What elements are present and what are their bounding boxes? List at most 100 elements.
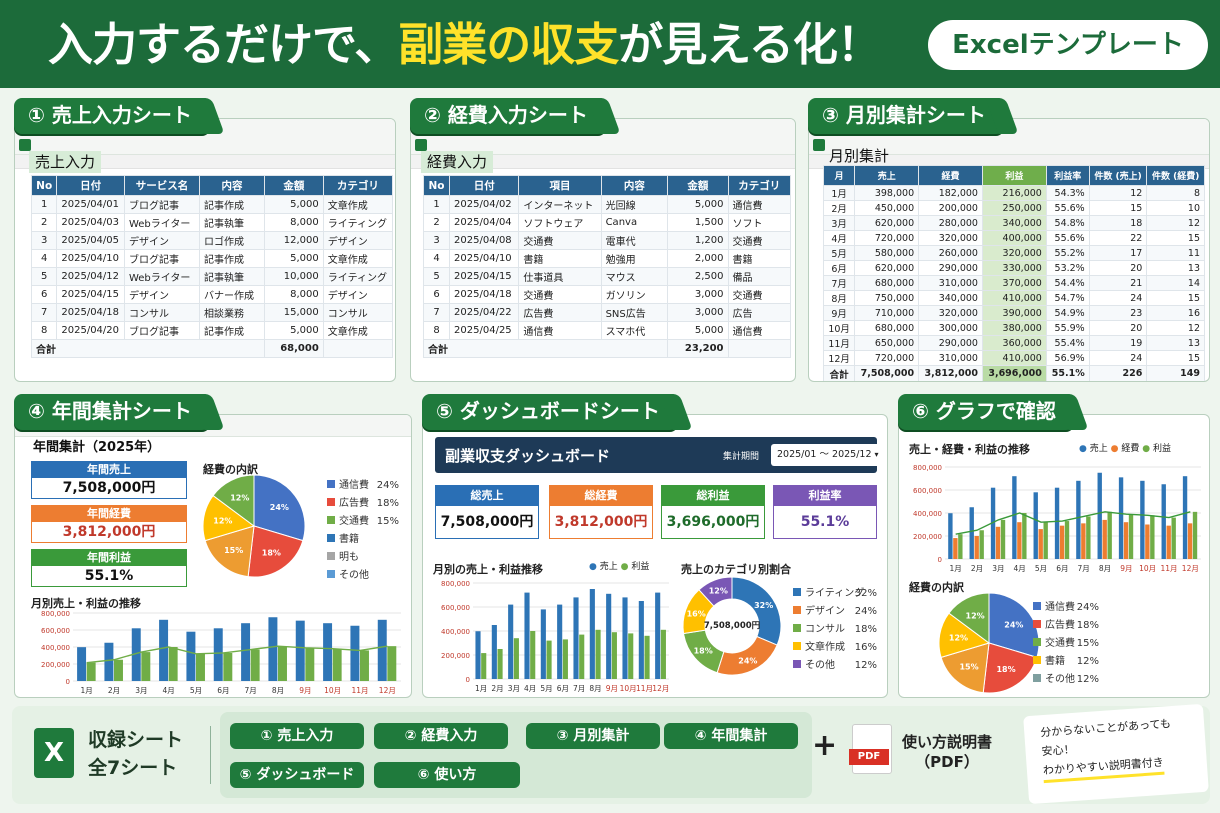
table-cell[interactable]: 交通費 (727, 285, 792, 304)
table-cell[interactable]: 310,000 (918, 275, 983, 291)
table-cell[interactable]: 21 (1088, 275, 1148, 291)
table-cell[interactable]: SNS広告 (600, 303, 669, 322)
table-cell[interactable]: 2025/04/25 (449, 321, 520, 340)
table-cell[interactable]: 交通費 (727, 231, 792, 250)
table-cell[interactable]: 2025/04/05 (56, 231, 125, 250)
table-cell[interactable]: 8 (422, 321, 451, 340)
table-cell[interactable]: 54.7% (1045, 290, 1090, 306)
table-cell[interactable]: 24 (1088, 350, 1148, 366)
sheet-button-dashboard[interactable]: ⑤ ダッシュボード (230, 762, 364, 788)
table-cell[interactable]: 相談業務 (199, 303, 265, 322)
table-cell[interactable]: 通信費 (727, 195, 792, 214)
table-cell[interactable]: 2 (422, 213, 451, 232)
table-cell[interactable]: 20 (1088, 260, 1148, 276)
table-cell[interactable]: 5,000 (263, 195, 324, 214)
table-cell[interactable]: 通信費 (518, 321, 602, 340)
table-cell[interactable]: 1,200 (667, 231, 729, 250)
table-cell[interactable]: 3 (422, 231, 451, 250)
table-cell[interactable]: 5,000 (263, 321, 324, 340)
table-cell[interactable]: 5月 (822, 245, 856, 261)
period-select[interactable]: 2025/01 〜 2025/12 ▾ (771, 444, 887, 466)
table-cell[interactable]: 記事作成 (199, 321, 265, 340)
table-cell[interactable]: 750,000 (854, 290, 920, 306)
table-cell[interactable]: ブログ記事 (123, 321, 201, 340)
table-cell[interactable]: 7 (422, 303, 451, 322)
table-cell[interactable]: 620,000 (854, 260, 920, 276)
table-cell[interactable]: 4 (422, 249, 451, 268)
table-cell[interactable]: 記事作成 (199, 249, 265, 268)
table-cell[interactable]: 書籍 (518, 249, 602, 268)
table-cell[interactable]: 8,000 (263, 213, 324, 232)
table-cell[interactable]: デザイン (322, 231, 394, 250)
tab-annual-sheet[interactable]: ④ 年間集計シート (14, 394, 225, 430)
table-cell[interactable]: 4 (30, 249, 58, 268)
table-cell[interactable]: 記事執筆 (199, 267, 265, 286)
table-cell[interactable]: 14 (1146, 275, 1205, 291)
table-cell[interactable]: 3月 (822, 215, 856, 231)
tab-dashboard-sheet[interactable]: ⑤ ダッシュボードシート (422, 394, 693, 430)
table-cell[interactable]: 15,000 (263, 303, 324, 322)
table-cell[interactable]: 6 (30, 285, 58, 304)
table-cell[interactable]: 5 (422, 267, 451, 286)
table-cell[interactable]: 1,500 (667, 213, 729, 232)
table-cell[interactable]: 広告 (727, 303, 792, 322)
table-cell[interactable]: 文章作成 (322, 195, 394, 214)
table-cell[interactable]: 15 (1088, 200, 1148, 216)
table-cell[interactable]: 8,000 (263, 285, 324, 304)
table-cell[interactable]: 5,000 (667, 195, 729, 214)
table-cell[interactable]: 5,000 (667, 321, 729, 340)
tab-expense-sheet[interactable]: ② 経費入力シート (410, 98, 621, 134)
table-cell[interactable]: Webライター (123, 213, 201, 232)
table-cell[interactable]: 12 (1146, 320, 1205, 336)
table-cell[interactable]: 1 (422, 195, 451, 214)
table-cell[interactable]: 2025/04/15 (449, 267, 520, 286)
table-cell[interactable]: 2025/04/02 (449, 195, 520, 214)
tab-sales-sheet[interactable]: ① 売上入力シート (14, 98, 225, 134)
table-cell[interactable]: 16 (1146, 305, 1205, 321)
table-cell[interactable]: 3,000 (667, 285, 729, 304)
table-cell[interactable]: 10 (1146, 200, 1205, 216)
table-cell[interactable]: 620,000 (854, 215, 920, 231)
table-cell[interactable]: コンサル (123, 303, 201, 322)
table-cell[interactable]: 9月 (822, 305, 856, 321)
table-cell[interactable]: 55.9% (1045, 320, 1090, 336)
table-cell[interactable]: 交通費 (518, 231, 602, 250)
table-cell[interactable]: 55.4% (1045, 335, 1090, 351)
table-cell[interactable]: 54.3% (1045, 185, 1090, 201)
table-cell[interactable]: 光回線 (600, 195, 669, 214)
table-cell[interactable]: 340,000 (918, 290, 983, 306)
table-cell[interactable]: 720,000 (854, 350, 920, 366)
table-cell[interactable]: 55.6% (1045, 200, 1090, 216)
table-cell[interactable]: 15 (1146, 290, 1205, 306)
table-cell[interactable]: 280,000 (918, 215, 983, 231)
table-cell[interactable]: 5 (30, 267, 58, 286)
table-cell[interactable]: 12,000 (263, 231, 324, 250)
table-cell[interactable]: 2025/04/10 (449, 249, 520, 268)
table-cell[interactable]: 12 (1146, 215, 1205, 231)
table-cell[interactable]: 13 (1146, 335, 1205, 351)
table-cell[interactable]: 320,000 (981, 245, 1047, 261)
sheet-button-sales[interactable]: ① 売上入力 (230, 723, 364, 749)
tab-graph-sheet[interactable]: ⑥ グラフで確認 (898, 394, 1089, 430)
table-cell[interactable]: 11月 (822, 335, 856, 351)
sheet-button-annual[interactable]: ④ 年間集計 (664, 723, 798, 749)
table-cell[interactable]: 6 (422, 285, 451, 304)
table-cell[interactable]: 380,000 (981, 320, 1047, 336)
table-cell[interactable]: 広告費 (518, 303, 602, 322)
table-cell[interactable]: 10,000 (263, 267, 324, 286)
table-cell[interactable]: ブログ記事 (123, 195, 201, 214)
table-cell[interactable]: 12月 (822, 350, 856, 366)
table-cell[interactable]: コンサル (322, 303, 394, 322)
table-cell[interactable]: 250,000 (981, 200, 1047, 216)
table-cell[interactable]: 19 (1088, 335, 1148, 351)
table-cell[interactable]: 文章作成 (322, 321, 394, 340)
table-cell[interactable]: 電車代 (600, 231, 669, 250)
table-cell[interactable]: 2025/04/12 (56, 267, 125, 286)
table-cell[interactable]: 2 (30, 213, 58, 232)
sheet-button-howto[interactable]: ⑥ 使い方 (374, 762, 520, 788)
table-cell[interactable]: 450,000 (854, 200, 920, 216)
table-cell[interactable]: 650,000 (854, 335, 920, 351)
table-cell[interactable]: 340,000 (981, 215, 1047, 231)
table-cell[interactable]: 290,000 (918, 260, 983, 276)
table-cell[interactable]: 55.2% (1045, 245, 1090, 261)
